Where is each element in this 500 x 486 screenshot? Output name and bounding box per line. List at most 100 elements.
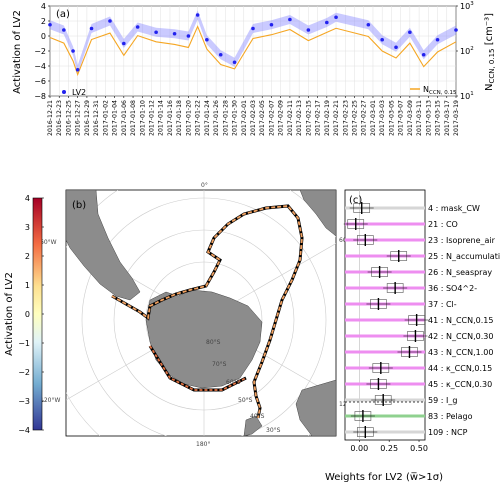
x-tick-label: 2016-12-25 [65, 100, 72, 136]
x-tick-label: 2017-03-17 [444, 100, 451, 136]
panel-a-right-ticks: 103 102 101 [456, 1, 474, 101]
variable-label: 4 : mask_CW [428, 204, 480, 213]
x-tick-label: 2017-03-05 [388, 100, 395, 136]
weight-highlight-band [345, 254, 425, 258]
x-tick-label: 2017-01-08 [130, 100, 137, 136]
weight-highlight-band [345, 350, 425, 354]
x-tick-label: 2017-01-24 [204, 100, 211, 136]
x-tick-label: 2017-02-07 [268, 100, 275, 136]
lv2-point [421, 52, 426, 57]
lon-label-60w: 60°W [40, 239, 57, 246]
lv2-point [108, 19, 112, 23]
y-tick-label: 4 [41, 2, 46, 11]
panel-c-rows [343, 190, 429, 440]
new-zealand-landmass [243, 415, 263, 436]
x-tick-label: 2017-01-06 [121, 100, 128, 136]
panel-c-variable-labels: 4 : mask_CW 21 : CO 23 : Isoprene_air 25 : … [428, 204, 500, 437]
variable-label: 41 : N_CCN,0.15 [428, 316, 493, 325]
y-tick-label: −8 [34, 92, 46, 101]
colorbar-tick-label: −1 [18, 339, 30, 348]
panel-c-xticks: 0.00 0.25 0.50 [350, 440, 428, 453]
x-tick-label: 2017-02-13 [296, 100, 303, 136]
x-tick-label: 2017-02-11 [287, 100, 294, 136]
panel-a-date-ticks: 2016-12-21 2016-12-23 2016-12-25 2016-12-27… [47, 96, 460, 136]
lv2-point [269, 22, 274, 27]
x-tick-label: 0.25 [380, 444, 398, 453]
x-tick-label: 2016-12-31 [93, 100, 100, 136]
x-tick-label: 2017-03-19 [453, 100, 460, 136]
lv2-series [48, 13, 458, 72]
x-tick-label: 2017-01-04 [112, 100, 119, 136]
colorbar-tick-label: −3 [18, 397, 30, 406]
y-tick-label: 2 [41, 17, 46, 26]
lv2-point [89, 26, 94, 31]
lv2-point [218, 52, 223, 57]
lon-label-180: 180° [196, 441, 210, 448]
lon-label-0: 0° [201, 182, 208, 189]
x-tick-label: 2017-02-03 [250, 100, 257, 136]
cruise-track-antarctic-coast-colored [149, 345, 247, 391]
lat-label-80s: 80°S [206, 339, 221, 346]
x-tick-label: 2017-02-15 [305, 100, 312, 136]
weight-highlight-band [345, 222, 425, 226]
variable-label: 36 : SO4^2- [428, 284, 477, 293]
variable-label: 59 : I_g [428, 396, 457, 405]
colorbar-ticks: 4 3 2 1 0 −1 −2 −3 −4 [18, 194, 44, 435]
variable-label: 42 : N_CCN,0.30 [428, 332, 493, 341]
variable-label: 109 : NCP [428, 428, 468, 437]
lv2-point [366, 22, 371, 27]
cruise-track-colored [111, 205, 303, 419]
lv2-point [306, 28, 311, 32]
x-tick-label: 2017-01-12 [149, 100, 156, 136]
y-tick-label: −2 [34, 47, 46, 56]
x-tick-label: 2017-01-18 [176, 100, 183, 136]
variable-label: 37 : Cl- [428, 300, 457, 309]
lv2-point [325, 20, 329, 25]
x-tick-label: 2017-03-03 [379, 100, 386, 136]
y-tick-label: −6 [34, 77, 46, 86]
panel-c: (c) 0.00 0.25 0.50 Weights for LV2 (w̅>1σ)… [325, 189, 500, 483]
lv2-point [75, 67, 80, 72]
lv2-point [62, 28, 66, 32]
panel-a-left-ticks: 4 2 0 −2 −4 −6 −8 [34, 2, 50, 101]
south-america-landmass [66, 190, 141, 301]
lv2-point [454, 28, 458, 32]
lat-label-30s: 30°S [266, 427, 281, 434]
x-tick-label: 2017-01-02 [102, 100, 109, 136]
variable-label: 25 : N_accumulation [428, 252, 500, 261]
weight-highlight-band [345, 318, 425, 322]
panel-a-legend-ncnn: NCCN, 0.15 [410, 85, 457, 96]
panel-a-ylabel: Activation of LV2 [12, 10, 23, 94]
lv2-point [71, 49, 75, 53]
x-tick-label: 0.50 [410, 444, 428, 453]
panel-b-tag: (b) [72, 200, 86, 211]
x-tick-label: 2017-03-13 [425, 100, 432, 136]
weight-highlight-band [345, 334, 425, 338]
lv2-point [186, 34, 191, 38]
lat-label-70s: 70°S [212, 361, 227, 368]
variable-label: 26 : N_seaspray [428, 268, 492, 277]
x-tick-label: 2016-12-27 [75, 100, 82, 136]
colorbar-tick-label: 2 [25, 252, 30, 261]
x-tick-label: 2016-12-29 [84, 100, 91, 136]
weight-highlight-band [345, 206, 425, 210]
x-tick-label: 2017-02-23 [342, 100, 349, 136]
y-right-tick-label: 103 [460, 1, 474, 11]
colorbar-tick-label: 0 [25, 310, 30, 319]
lv2-point [334, 15, 338, 20]
weight-highlight-band [345, 430, 425, 434]
colorbar-label: Activation of LV2 [4, 272, 15, 356]
colorbar-tick-label: 1 [25, 281, 30, 290]
legend-lv2-label: LV2 [72, 88, 86, 97]
ncnn-line [49, 25, 457, 77]
lv2-point [435, 37, 440, 42]
lv2-point [205, 37, 209, 42]
variable-label: 44 : κ_CCN,0.15 [428, 364, 492, 373]
x-tick-label: 2016-12-21 [47, 100, 54, 136]
colorbar-tick-label: 3 [25, 223, 30, 232]
x-tick-label: 2017-02-09 [278, 100, 285, 136]
lv2-point [394, 45, 398, 50]
variable-label: 45 : κ_CCN,0.30 [428, 380, 492, 389]
y-right-tick-label: 101 [460, 91, 474, 101]
x-tick-label: 2017-01-20 [185, 100, 192, 136]
